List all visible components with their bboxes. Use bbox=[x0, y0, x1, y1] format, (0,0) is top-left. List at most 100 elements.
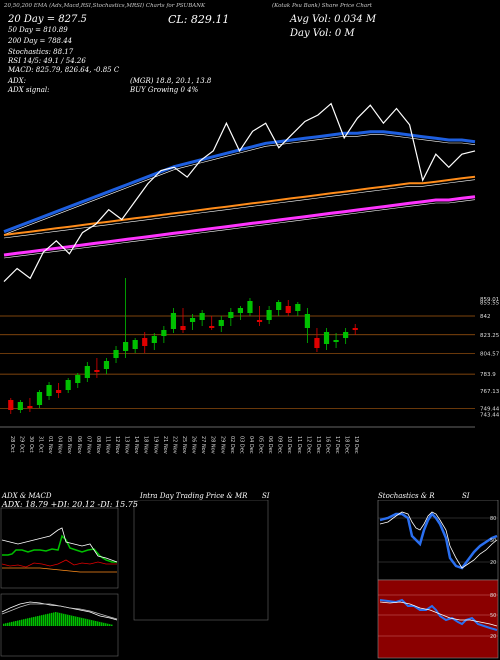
macd-hist-bar bbox=[95, 621, 97, 626]
candle-body bbox=[27, 406, 33, 408]
candle bbox=[333, 333, 339, 348]
date-tick-label: 13 Nov bbox=[124, 436, 130, 454]
close-price-line bbox=[3, 102, 476, 283]
date-tick-label: 28 Nov bbox=[210, 436, 216, 454]
stochastics-d-line bbox=[379, 511, 498, 569]
adx-panel-frame bbox=[0, 507, 119, 589]
macd-hist-bar bbox=[17, 620, 19, 626]
candle bbox=[65, 378, 71, 393]
candle bbox=[161, 326, 167, 343]
candle bbox=[189, 314, 196, 330]
price-tick-label: 842 bbox=[480, 314, 491, 320]
ma-band-2 bbox=[3, 179, 476, 239]
macd-hist-bar bbox=[73, 616, 75, 626]
candle-body bbox=[75, 375, 81, 383]
date-tick-label: 06 Dec bbox=[267, 436, 273, 454]
ma-line-1 bbox=[3, 130, 476, 234]
date-tick-label: 02 Dec bbox=[229, 436, 235, 454]
adx-minus-di-line bbox=[1, 559, 117, 568]
rsi-tick-80: 80 bbox=[490, 593, 496, 599]
macd-hist-bar bbox=[81, 617, 83, 626]
date-tick-label: 25 Nov bbox=[181, 436, 187, 454]
macd-hist-bar bbox=[33, 616, 35, 626]
macd-hist-bar bbox=[55, 612, 57, 626]
candle-body bbox=[333, 340, 339, 342]
candle-body bbox=[343, 332, 349, 338]
candle-body bbox=[304, 314, 310, 328]
macd-hist-bar bbox=[7, 622, 9, 626]
macd-histogram bbox=[3, 612, 113, 626]
candle bbox=[103, 358, 110, 374]
date-tick-label: 19 Dec bbox=[353, 436, 359, 454]
ma-line-3 bbox=[3, 195, 476, 257]
date-tick-label: 08 Nov bbox=[95, 436, 101, 454]
date-tick-label: 13 Dec bbox=[315, 436, 321, 454]
moving-average-lines bbox=[3, 102, 476, 283]
macd-hist-bar bbox=[27, 618, 29, 626]
candle-body bbox=[151, 336, 157, 343]
macd-hist-bar bbox=[51, 612, 53, 626]
candle-body bbox=[17, 402, 23, 410]
candle-body bbox=[256, 320, 263, 322]
macd-hist-bar bbox=[23, 619, 25, 626]
price-tick-label: 859.01 bbox=[480, 297, 499, 303]
date-tick-label: 16 Dec bbox=[325, 436, 331, 454]
date-tick-label: 22 Nov bbox=[171, 436, 177, 454]
date-tick-label: 09 Dec bbox=[277, 436, 283, 454]
macd-hist-bar bbox=[77, 616, 79, 626]
date-tick-label: 27 Nov bbox=[200, 436, 206, 454]
date-tick-label: 12 Nov bbox=[114, 436, 120, 454]
macd-hist-bar bbox=[103, 622, 105, 626]
rsi-tick-20: 20 bbox=[490, 634, 496, 640]
indicators-caption: 20,50,200 EMA (Adx,Macd,RSI,Stochastics,… bbox=[4, 3, 206, 9]
candle bbox=[132, 338, 138, 353]
macd-hist-bar bbox=[71, 615, 73, 626]
macd-hist-bar bbox=[41, 615, 43, 626]
candle bbox=[84, 362, 90, 382]
macd-hist-bar bbox=[99, 621, 101, 626]
candle bbox=[27, 398, 33, 412]
adx-values: ADX: 18.79 +DI: 20.12 -DI: 15.75 bbox=[2, 500, 138, 509]
date-tick-label: 01 Nov bbox=[47, 436, 53, 454]
candle-body bbox=[285, 306, 291, 313]
macd-hist-bar bbox=[47, 613, 49, 626]
adx-macd-title: ADX & MACD bbox=[2, 492, 52, 500]
macd-hist-bar bbox=[111, 624, 113, 626]
date-tick-label: 26 Nov bbox=[191, 436, 197, 454]
bottom-panels: 80 50 20 80 50 20 bbox=[0, 500, 499, 659]
stochastics-k-line bbox=[379, 512, 498, 570]
candle bbox=[218, 316, 224, 332]
macd-hist-bar bbox=[35, 616, 37, 626]
macd-hist-bar bbox=[63, 613, 65, 626]
candle-body bbox=[94, 370, 100, 372]
macd-hist-bar bbox=[5, 623, 7, 626]
candle bbox=[170, 308, 177, 333]
date-tick-label: 19 Nov bbox=[152, 436, 158, 454]
day-volume: Day Vol: 0 M bbox=[290, 28, 355, 39]
candle-body bbox=[84, 366, 90, 378]
candle bbox=[209, 316, 215, 330]
macd-hist-bar bbox=[15, 621, 17, 626]
candle-body bbox=[36, 392, 43, 405]
candle-body bbox=[46, 385, 52, 396]
candle bbox=[122, 278, 129, 358]
intraday-title: Intra Day Trading Price & MR bbox=[140, 492, 248, 500]
date-tick-label: 14 Nov bbox=[133, 436, 139, 454]
macd-hist-bar bbox=[107, 623, 109, 626]
candle bbox=[75, 373, 81, 388]
candle bbox=[285, 300, 291, 316]
candle bbox=[266, 306, 272, 324]
macd-hist-bar bbox=[93, 620, 95, 626]
macd-hist-bar bbox=[3, 623, 5, 626]
adx-plus-di-line bbox=[2, 534, 117, 563]
date-tick-label: 18 Dec bbox=[344, 436, 350, 454]
macd-hist-bar bbox=[57, 612, 59, 626]
candle-body bbox=[180, 326, 186, 330]
date-tick-label: 05 Dec bbox=[258, 436, 264, 454]
macd-hist-bar bbox=[9, 622, 11, 626]
candle-body bbox=[314, 338, 320, 348]
intraday-panel-frame bbox=[133, 500, 269, 621]
candle bbox=[247, 298, 253, 316]
date-tick-label: 29 Nov bbox=[219, 436, 225, 454]
